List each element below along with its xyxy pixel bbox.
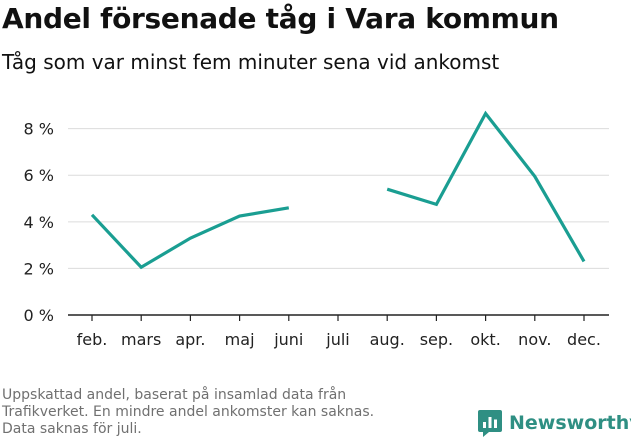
chart-title: Andel försenade tåg i Vara kommun [2,2,559,35]
footnote-line: Data saknas för juli. [2,421,142,437]
x-tick-label: nov. [518,330,551,349]
x-tick-label: mars [121,330,161,349]
y-tick-label: 6 % [24,166,54,185]
x-tick-label: apr. [175,330,205,349]
x-tick-label: feb. [77,330,108,349]
x-tick-label: maj [225,330,255,349]
footnote: Uppskattad andel, baserat på insamlad da… [2,387,442,438]
series-line [90,206,290,270]
x-tick-label: sep. [420,330,453,349]
x-tick-label: juli [325,330,349,349]
series-line [386,110,586,263]
newsworthy-logo-icon [478,410,502,437]
chart-subtitle: Tåg som var minst fem minuter sena vid a… [2,50,500,74]
brand-name: Newsworthy [509,412,631,434]
x-tick-label: okt. [470,330,500,349]
x-tick-label: aug. [370,330,405,349]
brand-logo: Newsworthy [477,408,631,438]
y-tick-label: 8 % [24,120,54,139]
x-tick-label: juni [273,330,303,349]
footnote-line: Uppskattad andel, baserat på insamlad da… [2,387,347,403]
y-tick-label: 0 % [24,306,54,325]
y-tick-label: 2 % [24,259,54,278]
footnote-line: Trafikverket. En mindre andel ankomster … [2,404,375,420]
x-tick-label: dec. [567,330,601,349]
y-tick-label: 4 % [24,213,54,232]
